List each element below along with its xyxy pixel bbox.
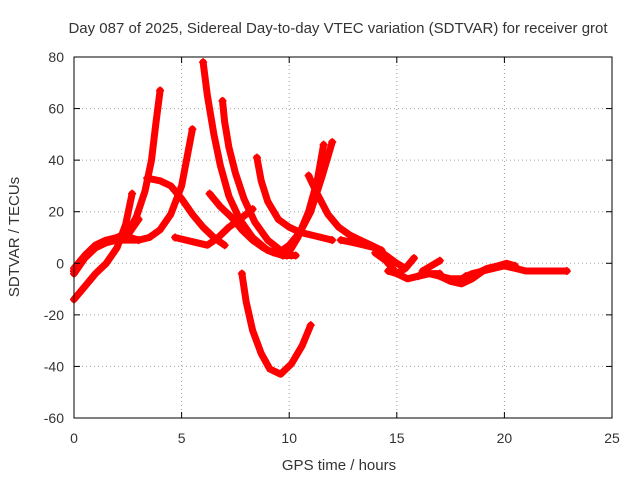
x-tick-label: 20 xyxy=(497,430,513,446)
series-arc-6 xyxy=(143,174,229,250)
plot-frame xyxy=(73,56,613,419)
grid-lines xyxy=(74,57,612,418)
x-tick-label: 5 xyxy=(178,430,186,446)
data-point-marker xyxy=(336,236,345,245)
x-tick-label: 15 xyxy=(389,430,405,446)
y-tick-label: 0 xyxy=(56,255,64,271)
series-trace xyxy=(283,141,328,259)
data-point-marker xyxy=(252,153,261,162)
data-point-marker xyxy=(237,269,246,278)
axis-ticks: 0 5 10 15 20 25 -60 -40 -20 0 20 40 60 80 xyxy=(44,49,620,446)
series-trace xyxy=(70,190,136,303)
data-point-marker xyxy=(328,138,337,147)
series-trace xyxy=(219,97,295,259)
y-tick-label: 60 xyxy=(48,101,64,117)
data-point-marker xyxy=(188,125,197,134)
y-tick-label: -40 xyxy=(44,358,64,374)
series-arc-18 xyxy=(384,254,419,278)
y-tick-label: 40 xyxy=(48,152,64,168)
data-point-marker xyxy=(199,58,208,67)
data-point-marker xyxy=(156,86,165,95)
data-point-marker xyxy=(220,241,229,250)
series-arc-10 xyxy=(218,96,296,260)
series-trace xyxy=(70,125,196,275)
series-arc-11 xyxy=(237,269,315,378)
data-point-marker xyxy=(218,96,227,105)
data-point-marker xyxy=(274,248,283,257)
y-tick-label: 80 xyxy=(48,49,64,65)
y-tick-label: -20 xyxy=(44,307,64,323)
series-trace xyxy=(337,236,409,272)
data-point-marker xyxy=(319,140,328,149)
data-point-marker xyxy=(435,272,444,281)
data-point-marker xyxy=(128,189,137,198)
series-trace xyxy=(238,270,315,378)
series-arc-22 xyxy=(461,259,520,281)
series-trace xyxy=(462,259,519,280)
y-axis-label: SDTVAR / TECUs xyxy=(6,177,23,297)
data-point-marker xyxy=(304,171,313,180)
data-point-marker xyxy=(384,267,393,276)
series-trace xyxy=(419,257,444,275)
data-point-marker xyxy=(371,248,380,257)
data-point-marker xyxy=(410,254,419,263)
data-point-marker xyxy=(511,261,520,270)
series-trace xyxy=(143,174,229,249)
data-point-marker xyxy=(328,236,337,245)
data-point-marker xyxy=(418,267,427,276)
series-trace xyxy=(384,254,418,278)
data-point-marker xyxy=(435,256,444,265)
data-point-marker xyxy=(283,251,292,260)
data-point-marker xyxy=(205,189,214,198)
series-trace xyxy=(436,262,571,288)
series-trace xyxy=(253,154,336,244)
x-tick-label: 10 xyxy=(281,430,297,446)
data-point-marker xyxy=(306,321,315,330)
series-arc-14 xyxy=(283,140,328,260)
series-arc-12 xyxy=(252,153,337,245)
data-series xyxy=(70,58,571,378)
data-point-marker xyxy=(171,233,180,242)
data-point-marker xyxy=(562,267,571,276)
y-tick-label: 20 xyxy=(48,204,64,220)
data-point-marker xyxy=(414,272,423,281)
y-tick-label: -60 xyxy=(44,410,64,426)
x-tick-label: 0 xyxy=(70,430,78,446)
x-tick-label: 25 xyxy=(604,430,620,446)
series-arc-20 xyxy=(418,256,444,276)
x-axis-label: GPS time / hours xyxy=(282,457,396,474)
data-point-marker xyxy=(143,174,152,183)
series-arc-21 xyxy=(435,262,571,288)
data-point-marker xyxy=(461,272,470,281)
chart-title: Day 087 of 2025, Sidereal Day-to-day VTE… xyxy=(68,20,608,37)
